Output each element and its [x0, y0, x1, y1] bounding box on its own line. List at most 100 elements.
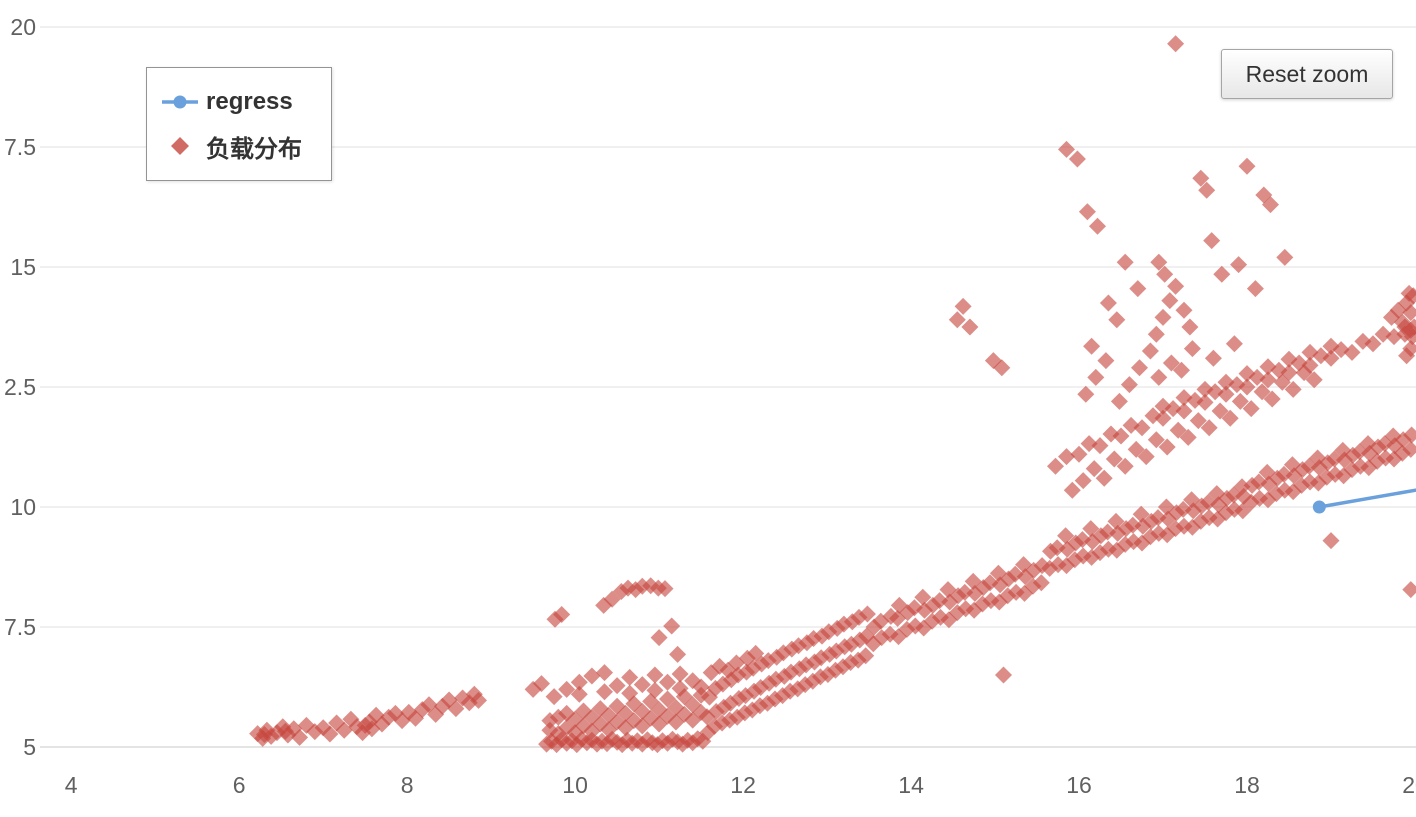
- scatter-point[interactable]: [1231, 392, 1249, 410]
- scatter-point[interactable]: [1107, 512, 1125, 530]
- scatter-point[interactable]: [633, 676, 651, 694]
- scatter-point[interactable]: [533, 675, 550, 693]
- scatter-point[interactable]: [1122, 416, 1140, 434]
- scatter-point[interactable]: [1173, 361, 1190, 379]
- scatter-point[interactable]: [956, 583, 974, 601]
- scatter-point[interactable]: [1192, 169, 1210, 187]
- scatter-point[interactable]: [1217, 385, 1235, 403]
- scatter-point[interactable]: [1203, 232, 1221, 250]
- scatter-point[interactable]: [1161, 292, 1179, 310]
- scatter-point[interactable]: [857, 647, 875, 665]
- scatter-point[interactable]: [470, 691, 487, 709]
- scatter-point[interactable]: [1167, 277, 1185, 295]
- scatter-point[interactable]: [1179, 428, 1197, 446]
- scatter-point[interactable]: [1259, 371, 1277, 389]
- scatter-point[interactable]: [995, 666, 1012, 684]
- scatter-point[interactable]: [1154, 409, 1172, 427]
- scatter-point[interactable]: [291, 728, 309, 746]
- scatter-point[interactable]: [1057, 527, 1075, 545]
- scatter-point[interactable]: [1400, 284, 1416, 302]
- scatter-point[interactable]: [1233, 478, 1251, 496]
- scatter-point[interactable]: [747, 644, 765, 662]
- scatter-point[interactable]: [931, 592, 949, 610]
- scatter-point[interactable]: [1131, 359, 1148, 377]
- scatter-point[interactable]: [914, 588, 932, 606]
- scatter-point[interactable]: [1374, 325, 1392, 343]
- scatter-point[interactable]: [646, 666, 664, 684]
- scatter-point[interactable]: [596, 683, 613, 701]
- scatter-point[interactable]: [692, 678, 710, 696]
- scatter-point[interactable]: [1137, 448, 1155, 466]
- scatter-point[interactable]: [1112, 427, 1130, 445]
- scatter-point[interactable]: [1175, 301, 1193, 319]
- scatter-point[interactable]: [1150, 368, 1168, 386]
- scatter-point[interactable]: [1238, 157, 1256, 175]
- scatter-point[interactable]: [558, 680, 576, 698]
- scatter-point[interactable]: [1169, 421, 1187, 439]
- scatter-point[interactable]: [1048, 539, 1066, 557]
- scatter-point[interactable]: [1404, 328, 1416, 346]
- scatter-point[interactable]: [1385, 328, 1403, 346]
- scatter-point[interactable]: [1141, 342, 1159, 360]
- scatter-point[interactable]: [646, 681, 664, 699]
- scatter-point[interactable]: [1032, 574, 1050, 592]
- scatter-point[interactable]: [1147, 431, 1165, 449]
- scatter-point[interactable]: [659, 673, 676, 691]
- scatter-point[interactable]: [1108, 311, 1126, 329]
- scatter-point[interactable]: [570, 673, 588, 691]
- scatter-point[interactable]: [1246, 280, 1264, 298]
- scatter-point[interactable]: [1167, 35, 1185, 53]
- scatter-point[interactable]: [1211, 402, 1229, 420]
- legend-item-regress[interactable]: regress: [161, 80, 317, 124]
- scatter-point[interactable]: [1082, 520, 1100, 538]
- scatter-point[interactable]: [858, 605, 876, 623]
- scatter-point[interactable]: [545, 688, 563, 706]
- scatter-point[interactable]: [1398, 347, 1416, 365]
- scatter-point[interactable]: [621, 684, 639, 702]
- scatter-point[interactable]: [608, 677, 626, 695]
- scatter-point[interactable]: [321, 725, 339, 743]
- scatter-point[interactable]: [1154, 308, 1172, 326]
- scatter-point[interactable]: [1230, 256, 1248, 274]
- scatter-point[interactable]: [583, 667, 601, 685]
- scatter-point[interactable]: [663, 617, 681, 635]
- scatter-point[interactable]: [1156, 265, 1174, 283]
- scatter-point[interactable]: [954, 297, 972, 315]
- scatter-point[interactable]: [1110, 392, 1128, 410]
- scatter-point[interactable]: [1248, 368, 1266, 386]
- scatter-point[interactable]: [1124, 516, 1142, 534]
- scatter-point[interactable]: [1253, 383, 1271, 401]
- scatter-point[interactable]: [1078, 203, 1096, 221]
- scatter-point[interactable]: [1129, 280, 1147, 298]
- scatter-point[interactable]: [1105, 450, 1123, 468]
- scatter-point[interactable]: [1120, 376, 1138, 394]
- scatter-point[interactable]: [447, 700, 465, 718]
- scatter-point[interactable]: [1200, 419, 1218, 437]
- scatter-point[interactable]: [570, 685, 588, 703]
- scatter-point[interactable]: [1099, 523, 1117, 541]
- scatter-point[interactable]: [1158, 438, 1176, 456]
- scatter-point[interactable]: [1217, 373, 1235, 391]
- scatter-point[interactable]: [1099, 294, 1117, 312]
- scatter-point[interactable]: [1150, 253, 1168, 271]
- scatter-point[interactable]: [1263, 390, 1281, 408]
- scatter-point[interactable]: [1132, 505, 1150, 523]
- scatter-point[interactable]: [671, 665, 689, 683]
- scatter-point[interactable]: [1047, 457, 1064, 475]
- scatter-point[interactable]: [656, 580, 674, 598]
- scatter-point[interactable]: [1058, 448, 1075, 466]
- scatter-point[interactable]: [1273, 373, 1291, 391]
- scatter-point[interactable]: [1116, 457, 1134, 475]
- scatter-point[interactable]: [1174, 500, 1192, 518]
- scatter-point[interactable]: [1083, 337, 1101, 355]
- scatter-point[interactable]: [1058, 140, 1075, 158]
- scatter-point[interactable]: [621, 668, 639, 686]
- scatter-point[interactable]: [1091, 437, 1109, 455]
- scatter-point[interactable]: [1325, 450, 1343, 468]
- scatter-point[interactable]: [1343, 343, 1361, 361]
- scatter-point[interactable]: [1070, 445, 1088, 463]
- scatter-point[interactable]: [993, 359, 1011, 377]
- scatter-point[interactable]: [1089, 217, 1106, 235]
- scatter-point[interactable]: [1147, 325, 1165, 343]
- scatter-point[interactable]: [335, 721, 353, 739]
